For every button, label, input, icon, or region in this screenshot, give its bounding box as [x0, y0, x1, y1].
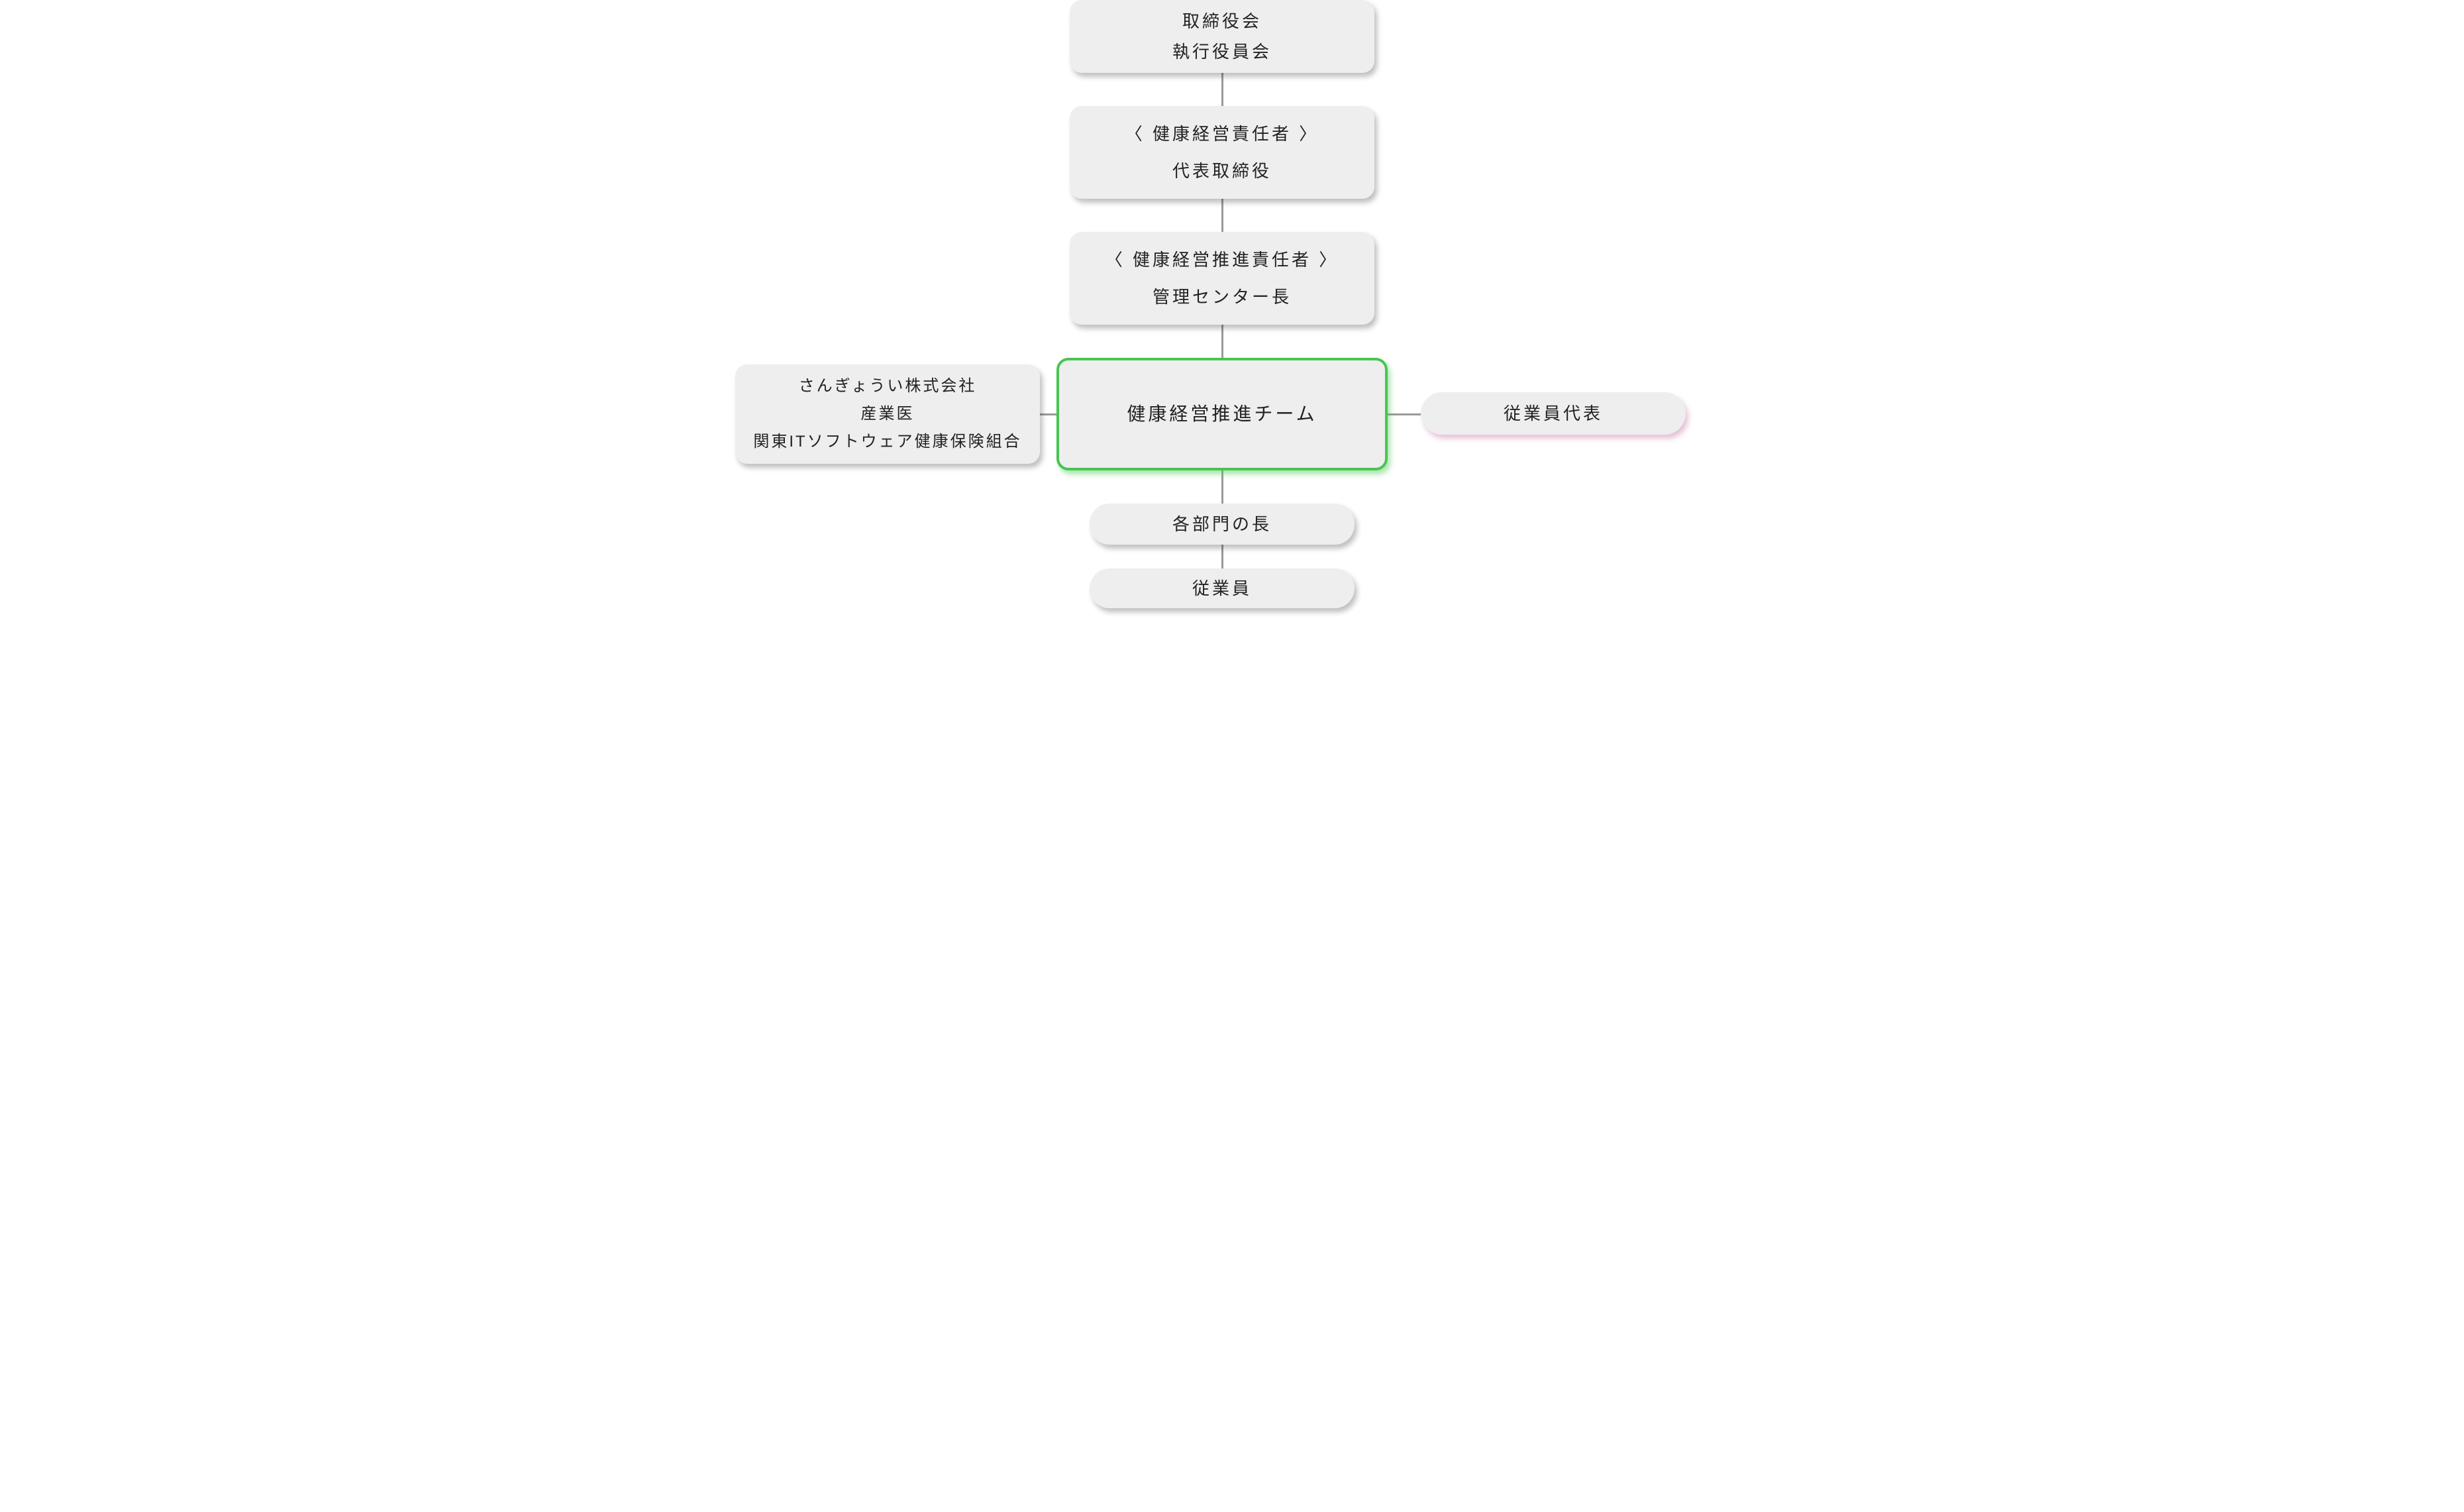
connector-team-dept-heads [1221, 470, 1223, 504]
node-team: 健康経営推進チーム [1056, 358, 1388, 470]
connector-board-responsible [1221, 73, 1223, 106]
connector-responsible-promoter [1221, 199, 1223, 232]
connector-team-partners [1040, 413, 1056, 415]
connector-team-emp-rep [1388, 413, 1421, 415]
node-responsible-line-1: 代表取締役 [1172, 152, 1272, 189]
node-board-line-1: 執行役員会 [1172, 36, 1272, 67]
node-promoter-line-0: 〈 健康経営推進責任者 〉 [1105, 241, 1339, 278]
node-board: 取締役会執行役員会 [1070, 0, 1374, 73]
node-responsible-line-0: 〈 健康経営責任者 〉 [1125, 115, 1319, 152]
connector-dept-heads-employees [1221, 545, 1223, 568]
node-partners-line-1: 産業医 [861, 400, 915, 428]
node-employees: 従業員 [1090, 568, 1355, 608]
node-emp-rep-line-0: 従業員代表 [1504, 402, 1603, 425]
node-board-line-0: 取締役会 [1182, 6, 1262, 36]
node-partners-line-0: さんぎょうい株式会社 [799, 372, 977, 400]
node-responsible: 〈 健康経営責任者 〉代表取締役 [1070, 106, 1374, 199]
node-team-line-0: 健康経営推進チーム [1127, 401, 1317, 427]
node-promoter: 〈 健康経営推進責任者 〉管理センター長 [1070, 232, 1374, 325]
node-promoter-line-1: 管理センター長 [1153, 278, 1292, 315]
node-employees-line-0: 従業員 [1192, 576, 1252, 600]
node-dept-heads: 各部門の長 [1090, 504, 1355, 545]
node-dept-heads-line-0: 各部門の長 [1172, 512, 1272, 536]
node-emp-rep: 従業員代表 [1421, 392, 1686, 435]
node-partners: さんぎょうい株式会社産業医関東ITソフトウェア健康保険組合 [735, 364, 1040, 464]
node-partners-line-2: 関東ITソフトウェア健康保険組合 [753, 428, 1021, 456]
org-chart: 取締役会執行役員会〈 健康経営責任者 〉代表取締役〈 健康経営推進責任者 〉管理… [735, 0, 1729, 610]
connector-promoter-team [1221, 325, 1223, 358]
